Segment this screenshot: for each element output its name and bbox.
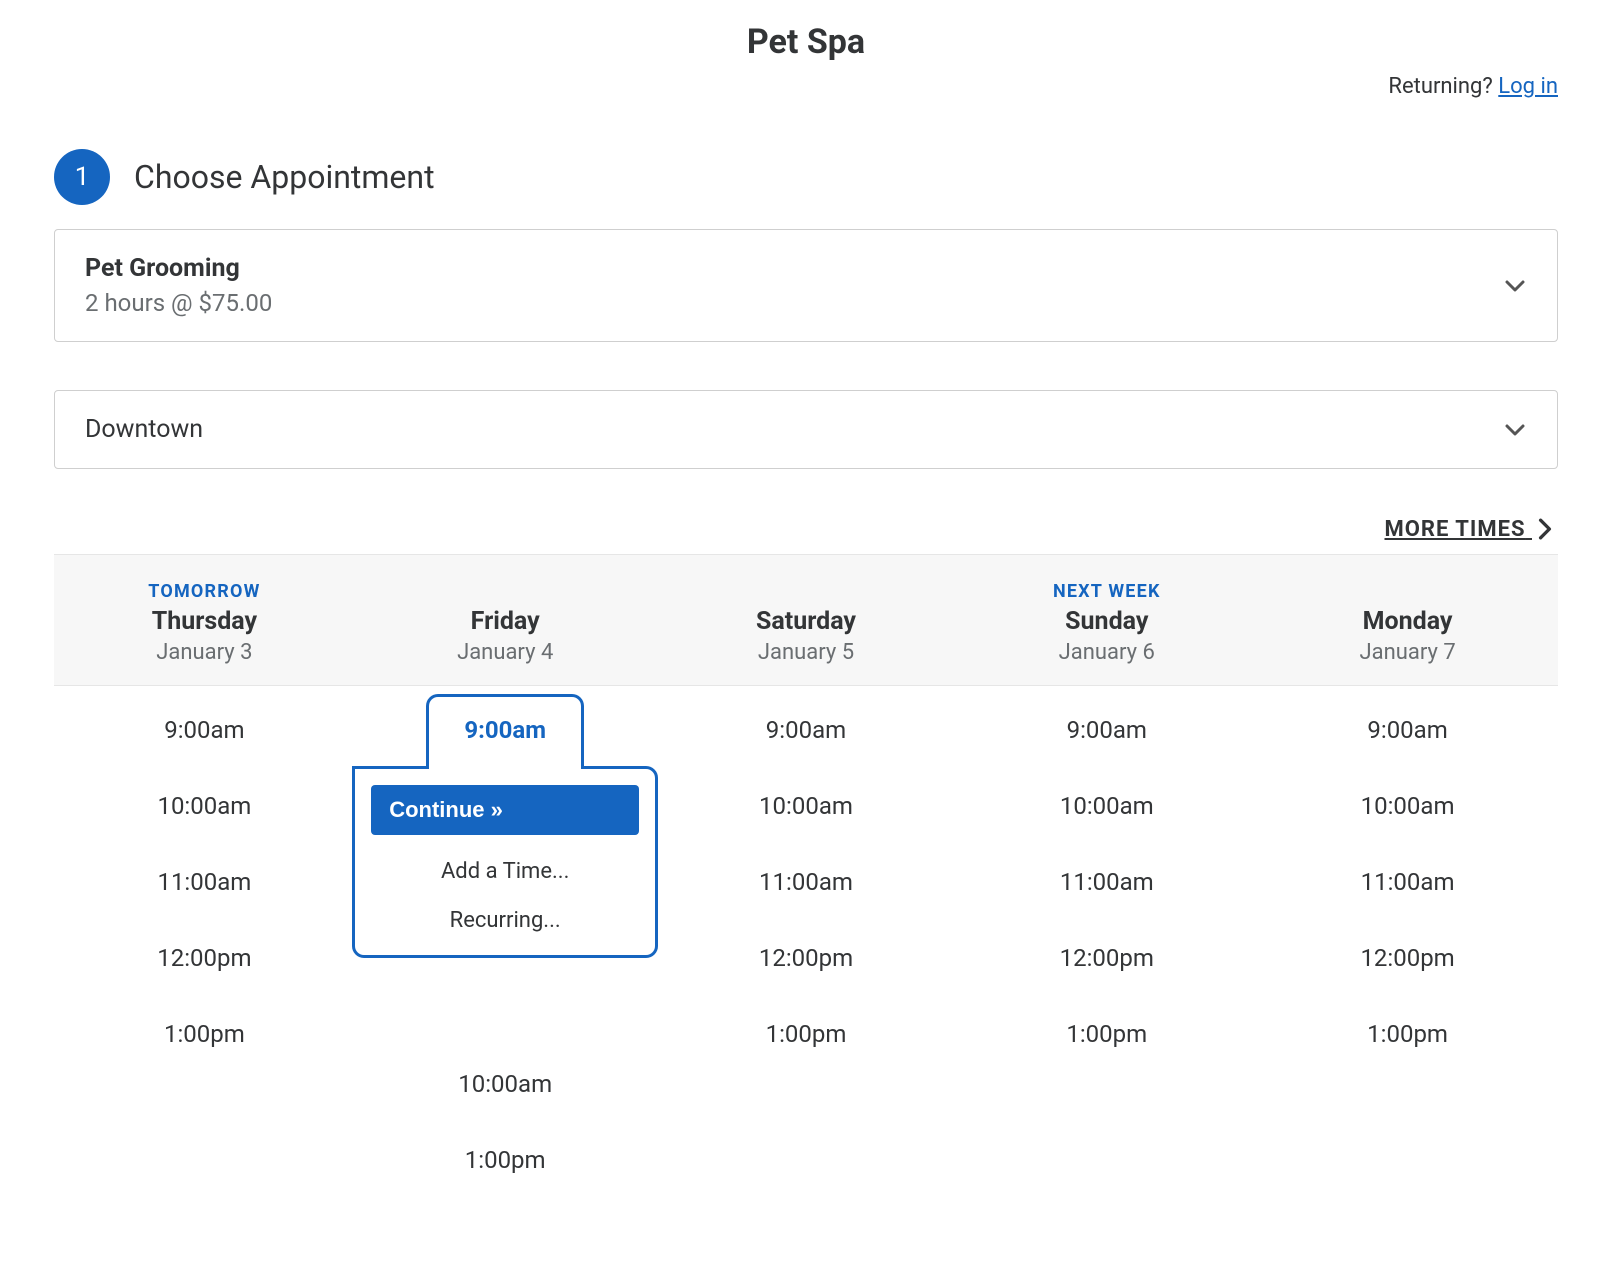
time-slot[interactable]: 11:00am: [1257, 868, 1558, 896]
chevron-down-icon: [1503, 274, 1527, 298]
day-tag: [355, 581, 656, 603]
day-header: Friday January 4: [355, 581, 656, 665]
day-date: January 4: [355, 640, 656, 665]
time-slot[interactable]: 1:00pm: [656, 1020, 957, 1048]
add-time-link[interactable]: Add a Time...: [371, 847, 639, 896]
chevron-right-icon: [1538, 518, 1552, 540]
day-column-thursday: 9:00am 10:00am 11:00am 12:00pm 1:00pm: [54, 716, 355, 1174]
time-slot[interactable]: 9:00am: [956, 716, 1257, 744]
time-slot[interactable]: 1:00pm: [355, 1146, 656, 1174]
location-name: Downtown: [85, 415, 203, 444]
time-slot[interactable]: 12:00pm: [1257, 944, 1558, 972]
day-name: Thursday: [54, 607, 355, 636]
page-title: Pet Spa: [0, 0, 1612, 62]
time-slot[interactable]: 12:00pm: [656, 944, 957, 972]
day-name: Monday: [1257, 607, 1558, 636]
time-slot[interactable]: 10:00am: [1257, 792, 1558, 820]
login-link[interactable]: Log in: [1498, 74, 1558, 99]
more-times-label: MORE TIMES: [1384, 517, 1525, 542]
time-slot[interactable]: 1:00pm: [1257, 1020, 1558, 1048]
step-number-badge: 1: [54, 149, 110, 205]
service-detail: 2 hours @ $75.00: [85, 289, 272, 317]
day-tag: TOMORROW: [54, 581, 355, 603]
day-column-sunday: 9:00am 10:00am 11:00am 12:00pm 1:00pm: [956, 716, 1257, 1174]
time-slot[interactable]: 12:00pm: [956, 944, 1257, 972]
time-slot[interactable]: 11:00am: [54, 868, 355, 896]
day-name: Friday: [355, 607, 656, 636]
time-slot[interactable]: 11:00am: [656, 868, 957, 896]
step-header: 1 Choose Appointment: [54, 149, 1558, 205]
day-date: January 3: [54, 640, 355, 665]
time-slot[interactable]: 11:00am: [956, 868, 1257, 896]
day-date: January 6: [956, 640, 1257, 665]
time-slot[interactable]: 1:00pm: [956, 1020, 1257, 1048]
day-header: TOMORROW Thursday January 3: [54, 581, 355, 665]
time-slot[interactable]: 1:00pm: [54, 1020, 355, 1048]
calendar-header: TOMORROW Thursday January 3 Friday Janua…: [54, 554, 1558, 686]
day-tag: [1257, 581, 1558, 603]
time-slot[interactable]: 10:00am: [956, 792, 1257, 820]
service-name: Pet Grooming: [85, 254, 272, 283]
day-column-monday: 9:00am 10:00am 11:00am 12:00pm 1:00pm: [1257, 716, 1558, 1174]
day-name: Saturday: [656, 607, 957, 636]
more-times-row: MORE TIMES: [54, 517, 1558, 542]
day-header: Saturday January 5: [656, 581, 957, 665]
recurring-link[interactable]: Recurring...: [371, 896, 639, 945]
step-title: Choose Appointment: [134, 158, 435, 196]
day-date: January 7: [1257, 640, 1558, 665]
day-tag: [656, 581, 957, 603]
day-date: January 5: [656, 640, 957, 665]
time-slot[interactable]: 12:00pm: [54, 944, 355, 972]
returning-row: Returning? Log in: [0, 62, 1612, 99]
returning-prefix: Returning?: [1388, 74, 1498, 99]
day-tag: NEXT WEEK: [956, 581, 1257, 603]
calendar-body: 9:00am 10:00am 11:00am 12:00pm 1:00pm 9:…: [54, 686, 1558, 1174]
time-slot[interactable]: 9:00am: [54, 716, 355, 744]
time-slot[interactable]: 10:00am: [656, 792, 957, 820]
time-slot-selected[interactable]: 9:00am: [355, 716, 656, 744]
more-times-link[interactable]: MORE TIMES: [1384, 517, 1552, 542]
day-column-friday: 9:00am Continue » Add a Time... Recurrin…: [355, 716, 656, 1174]
day-name: Sunday: [956, 607, 1257, 636]
chevron-down-icon: [1503, 418, 1527, 442]
time-slot[interactable]: 10:00am: [54, 792, 355, 820]
selected-slot-wrap: 9:00am Continue » Add a Time... Recurrin…: [355, 716, 656, 744]
day-header: NEXT WEEK Sunday January 6: [956, 581, 1257, 665]
service-selector[interactable]: Pet Grooming 2 hours @ $75.00: [54, 229, 1558, 342]
day-header: Monday January 7: [1257, 581, 1558, 665]
day-column-saturday: 9:00am 10:00am 11:00am 12:00pm 1:00pm: [656, 716, 957, 1174]
time-slot[interactable]: 9:00am: [1257, 716, 1558, 744]
time-slot[interactable]: 9:00am: [656, 716, 957, 744]
slot-popout: Continue » Add a Time... Recurring...: [352, 766, 658, 958]
time-slot[interactable]: 10:00am: [355, 1070, 656, 1098]
location-selector[interactable]: Downtown: [54, 390, 1558, 469]
continue-button[interactable]: Continue »: [371, 785, 639, 835]
